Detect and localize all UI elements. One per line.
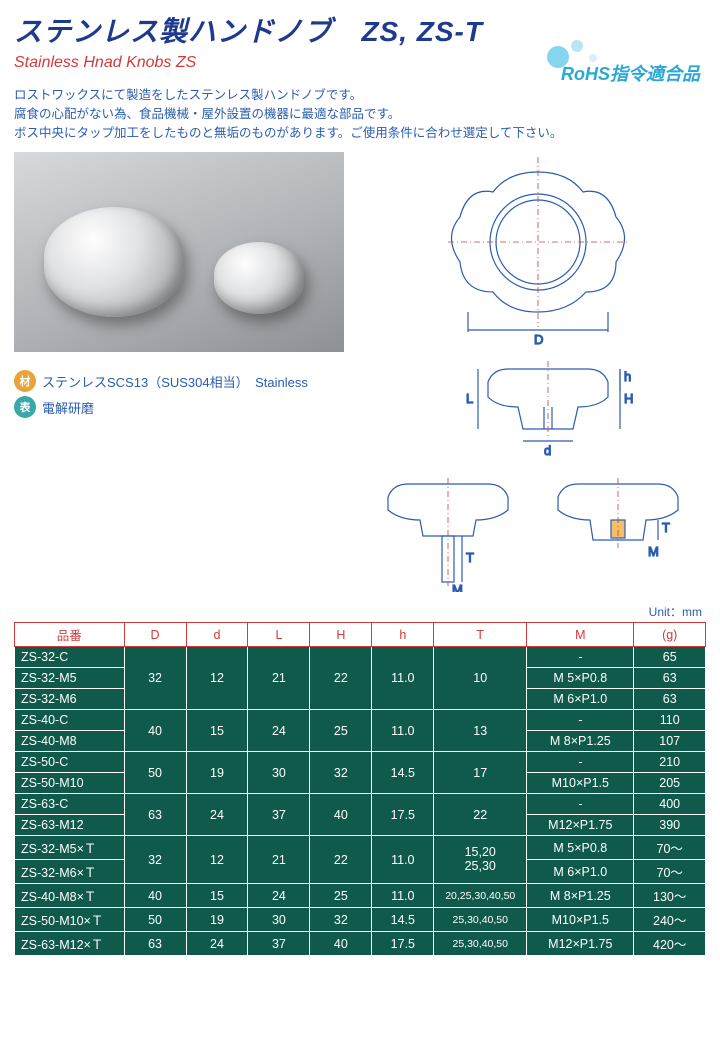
- material-row: 材 ステンレスSCS13（SUS304相当） Stainless: [14, 370, 344, 392]
- description: ロストワックスにて製造をしたステンレス製ハンドノブです。 腐食の心配がない為、食…: [14, 86, 706, 142]
- col-pn: 品番: [15, 623, 125, 647]
- table-row: ZS-50-M10×Ｔ5019303214.525,30,40,50M10×P1…: [15, 908, 706, 932]
- col-T: T: [434, 623, 527, 647]
- table-row: ZS-50-C5019303214.517-210: [15, 752, 706, 773]
- unit-label: Unit：mm: [14, 603, 702, 620]
- col-M: M: [527, 623, 634, 647]
- svg-text:H: H: [624, 391, 633, 406]
- svg-text:h: h: [624, 369, 631, 384]
- svg-text:d: d: [544, 443, 551, 458]
- svg-text:T: T: [662, 520, 670, 535]
- table-row: ZS-63-C6324374017.522-400: [15, 794, 706, 815]
- table-row: ZS-40-C4015242511.013-110: [15, 710, 706, 731]
- product-photo: [14, 152, 344, 352]
- svg-text:M: M: [648, 544, 659, 559]
- finish-row: 表 電解研磨: [14, 396, 344, 418]
- col-D: D: [124, 623, 186, 647]
- table-row: ZS-40-M8×Ｔ4015242511.020,25,30,40,50M 8×…: [15, 884, 706, 908]
- rohs-badge: RoHS指令適合品: [561, 60, 700, 86]
- svg-text:L: L: [466, 391, 473, 406]
- svg-text:T: T: [466, 550, 474, 565]
- svg-text:M: M: [452, 582, 463, 592]
- table-row: ZS-63-M12×Ｔ6324374017.525,30,40,50M12×P1…: [15, 932, 706, 956]
- col-H: H: [310, 623, 372, 647]
- col-L: L: [248, 623, 310, 647]
- title-jp: ステンレス製ハンドノブ ZS, ZS-T: [14, 10, 706, 50]
- spec-table: 品番DdLHhTM(g) ZS-32-C3212212211.010-65 ZS-…: [14, 622, 706, 956]
- col-h: h: [372, 623, 434, 647]
- svg-text:D: D: [534, 332, 543, 347]
- table-row: ZS-32-M5×Ｔ3212212211.015,2025,30M 5×P0.8…: [15, 836, 706, 860]
- technical-drawings: D L H h d T M: [358, 152, 706, 595]
- col-d: d: [186, 623, 248, 647]
- table-row: ZS-32-C3212212211.010-65: [15, 647, 706, 668]
- col-g: (g): [634, 623, 706, 647]
